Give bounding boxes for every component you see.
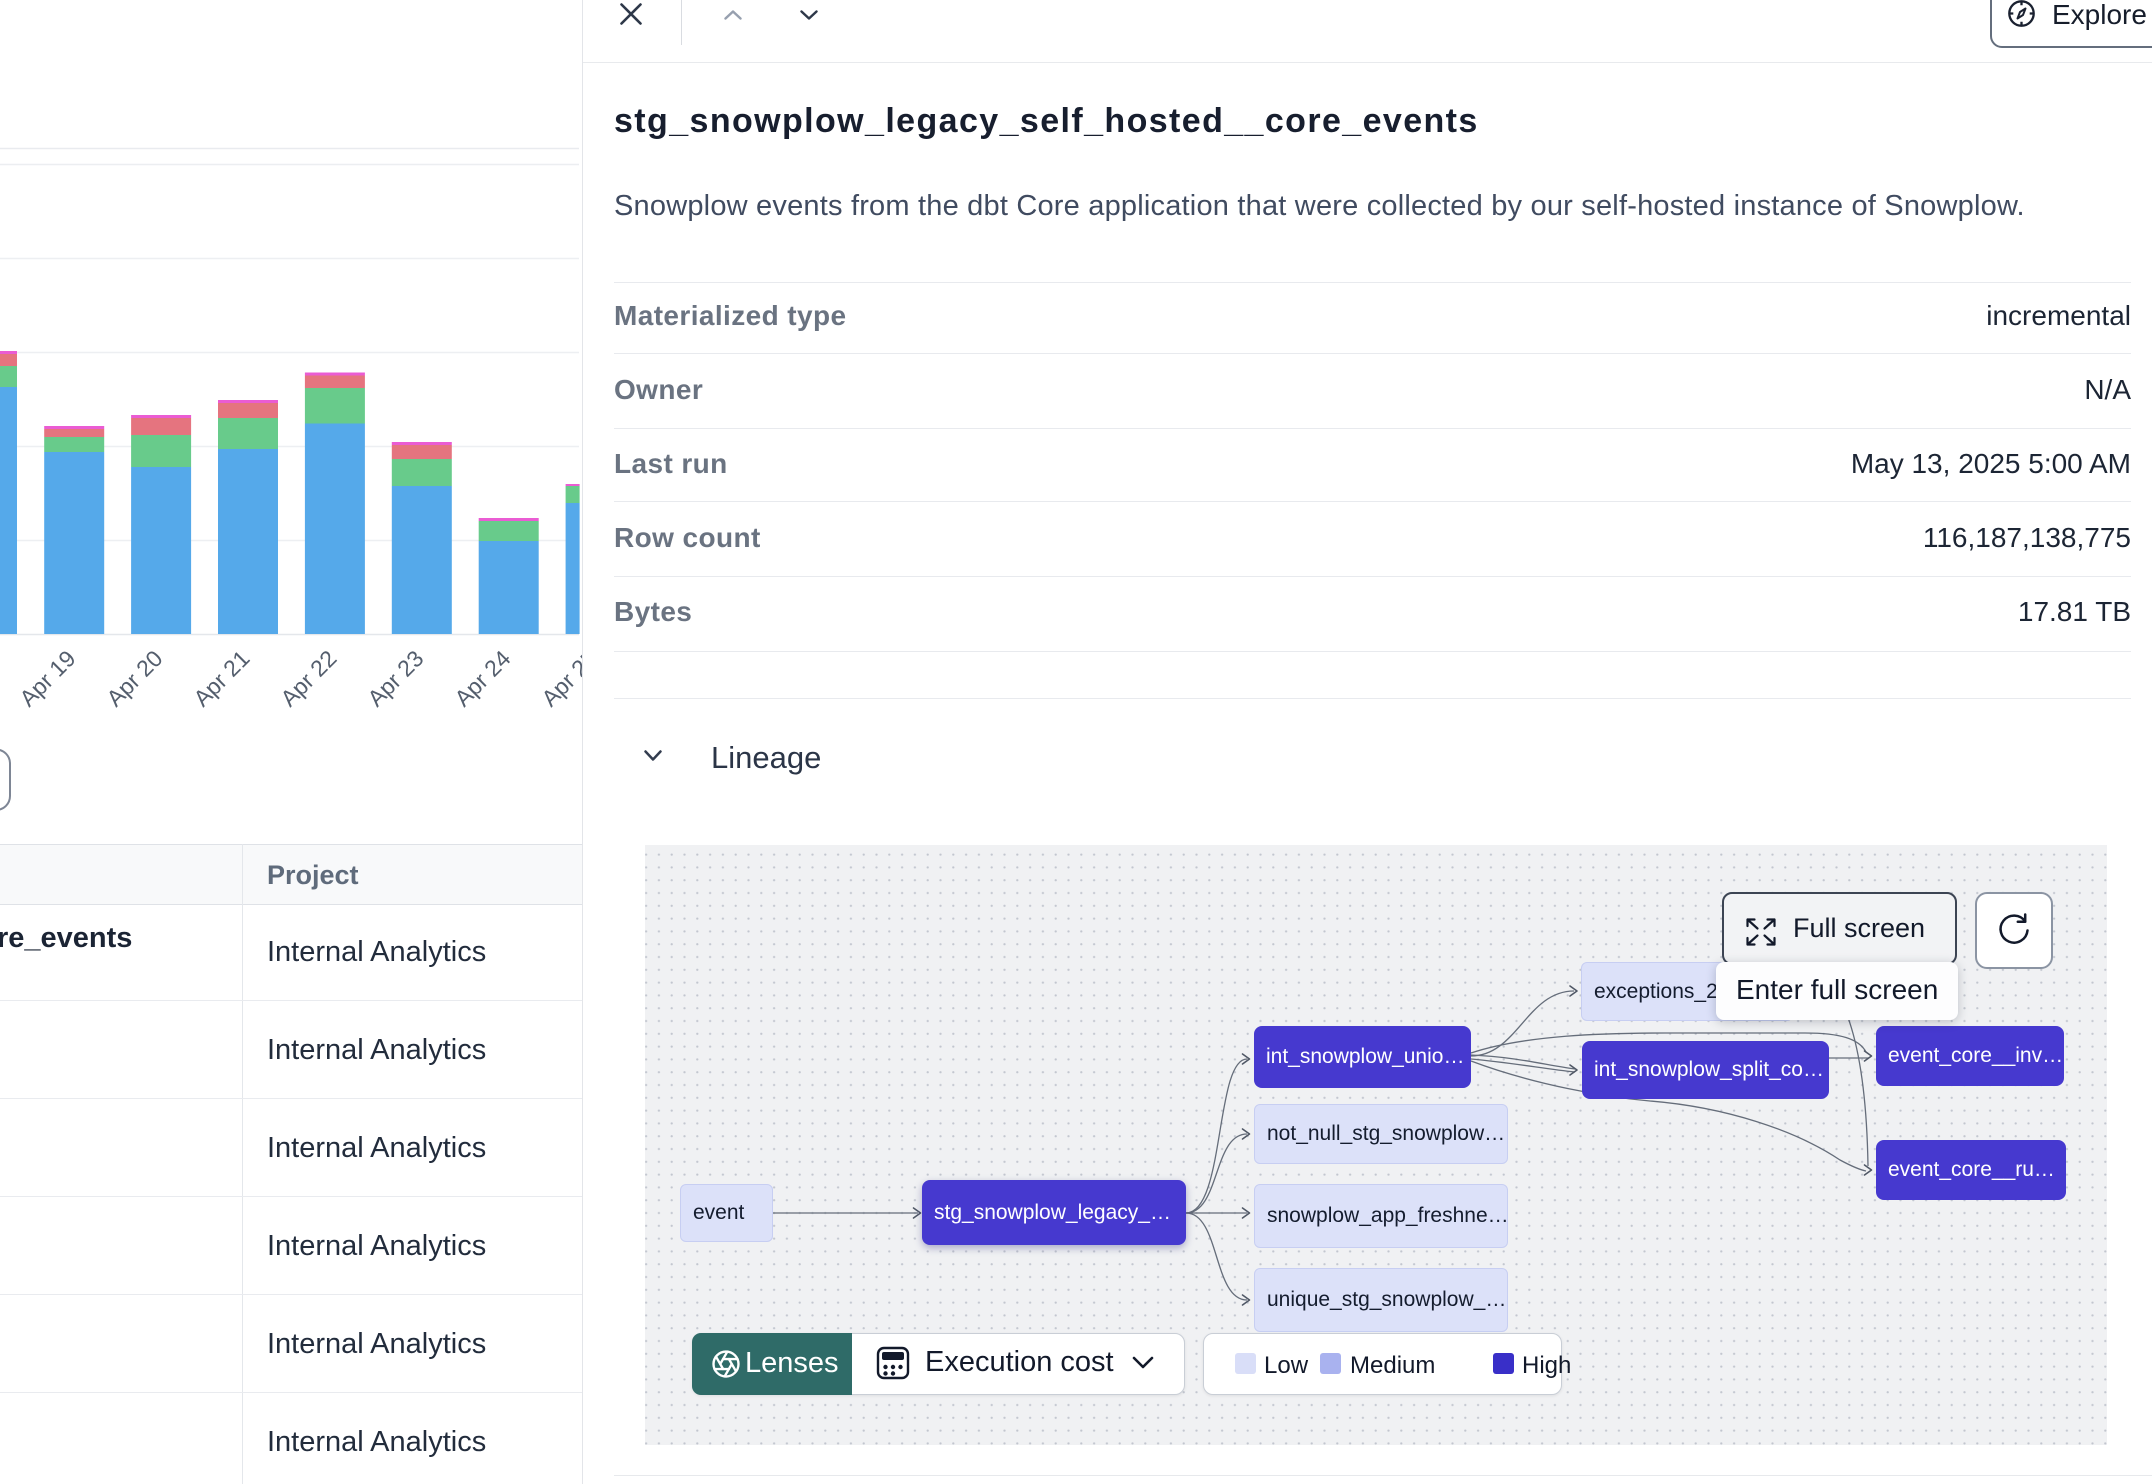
svg-text:Apr 23: Apr 23 <box>362 645 428 711</box>
svg-text:Apr 21: Apr 21 <box>188 645 254 711</box>
svg-text:Apr 20: Apr 20 <box>101 645 167 711</box>
svg-text:Apr 24: Apr 24 <box>449 645 515 711</box>
svg-text:Apr 19: Apr 19 <box>14 645 80 711</box>
svg-text:Apr 25: Apr 25 <box>536 645 582 711</box>
svg-text:Apr 22: Apr 22 <box>275 645 341 711</box>
